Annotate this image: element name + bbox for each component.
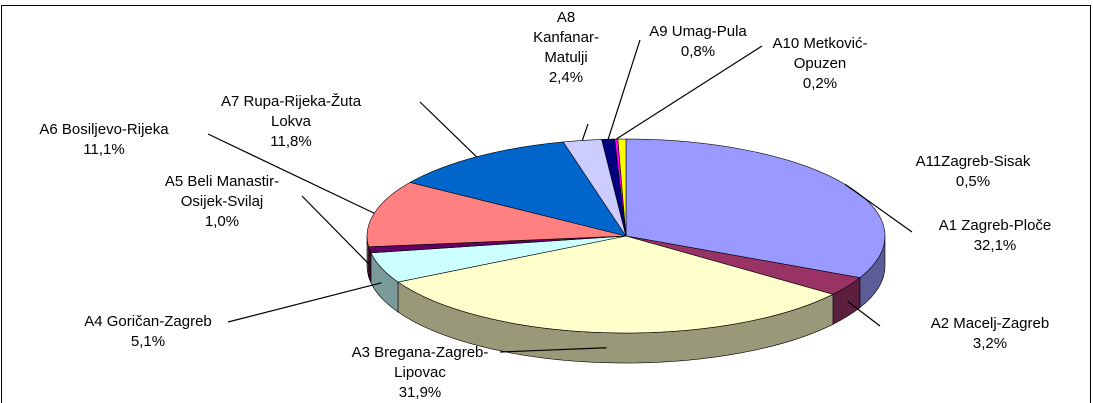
- data-label: A8 Kanfanar-Matulji 2,4%: [529, 8, 604, 88]
- data-label: A1 Zagreb-Ploče 32,1%: [910, 216, 1080, 256]
- value-label: 31,9%: [398, 384, 442, 401]
- slice: [617, 138, 627, 237]
- category-name: A6 Bosiljevo-Rijeka: [39, 121, 169, 138]
- leader-line: [499, 347, 607, 353]
- leader-line: [227, 282, 382, 323]
- category-name: A5 Beli Manastir-Osijek-Svilaj: [164, 173, 280, 210]
- category-name: A11Zagreb-Sisak: [915, 153, 1031, 170]
- data-label: A9 Umag-Pula 0,8%: [623, 22, 773, 62]
- category-name: A4 Goričan-Zagreb: [84, 313, 212, 330]
- data-label: A4 Goričan-Zagreb 5,1%: [63, 312, 233, 352]
- leader-line: [847, 300, 881, 327]
- slice: [409, 141, 627, 237]
- category-name: A8 Kanfanar-Matulji: [533, 9, 599, 66]
- data-label: A6 Bosiljevo-Rijeka 11,1%: [4, 120, 204, 160]
- chart-frame: [1, 5, 1091, 403]
- leader-line: [581, 123, 589, 141]
- value-label: 11,8%: [270, 133, 312, 150]
- value-label: 32,1%: [973, 237, 1017, 254]
- category-name: A2 Macelj-Zagreb: [930, 315, 1050, 332]
- data-label: A2 Macelj-Zagreb 3,2%: [905, 314, 1075, 354]
- data-label: A11Zagreb-Sisak 0,5%: [888, 152, 1058, 192]
- slice: [625, 138, 886, 278]
- value-label: 0,5%: [955, 173, 991, 190]
- data-label: A5 Beli Manastir-Osijek-Svilaj 1,0%: [155, 172, 290, 232]
- category-name: A7 Rupa-Rijeka-Žuta Lokva: [220, 93, 362, 130]
- value-label: 1,0%: [204, 213, 240, 230]
- data-label: A7 Rupa-Rijeka-Žuta Lokva 11,8%: [209, 92, 374, 152]
- leader-line: [301, 195, 371, 266]
- data-label: A10 Metković-Opuzen 0,2%: [763, 34, 878, 94]
- data-label: A3 Bregana-Zagreb-Lipovac 31,9%: [343, 343, 498, 403]
- leader-line: [615, 45, 763, 140]
- value-label: 0,8%: [680, 43, 716, 60]
- category-name: A9 Umag-Pula: [649, 23, 747, 40]
- value-label: 0,2%: [802, 75, 838, 92]
- value-label: 11,1%: [83, 141, 125, 158]
- value-label: 2,4%: [548, 69, 584, 86]
- value-label: 5,1%: [130, 333, 166, 350]
- leader-line: [207, 133, 375, 214]
- leader-line: [607, 39, 641, 140]
- value-label: 3,2%: [972, 335, 1008, 352]
- slice: [366, 182, 627, 248]
- category-name: A10 Metković-Opuzen: [772, 35, 868, 72]
- leader-line: [419, 101, 477, 158]
- category-name: A3 Bregana-Zagreb-Lipovac: [351, 344, 489, 381]
- category-name: A1 Zagreb-Ploče: [938, 217, 1052, 234]
- leader-line: [844, 183, 913, 233]
